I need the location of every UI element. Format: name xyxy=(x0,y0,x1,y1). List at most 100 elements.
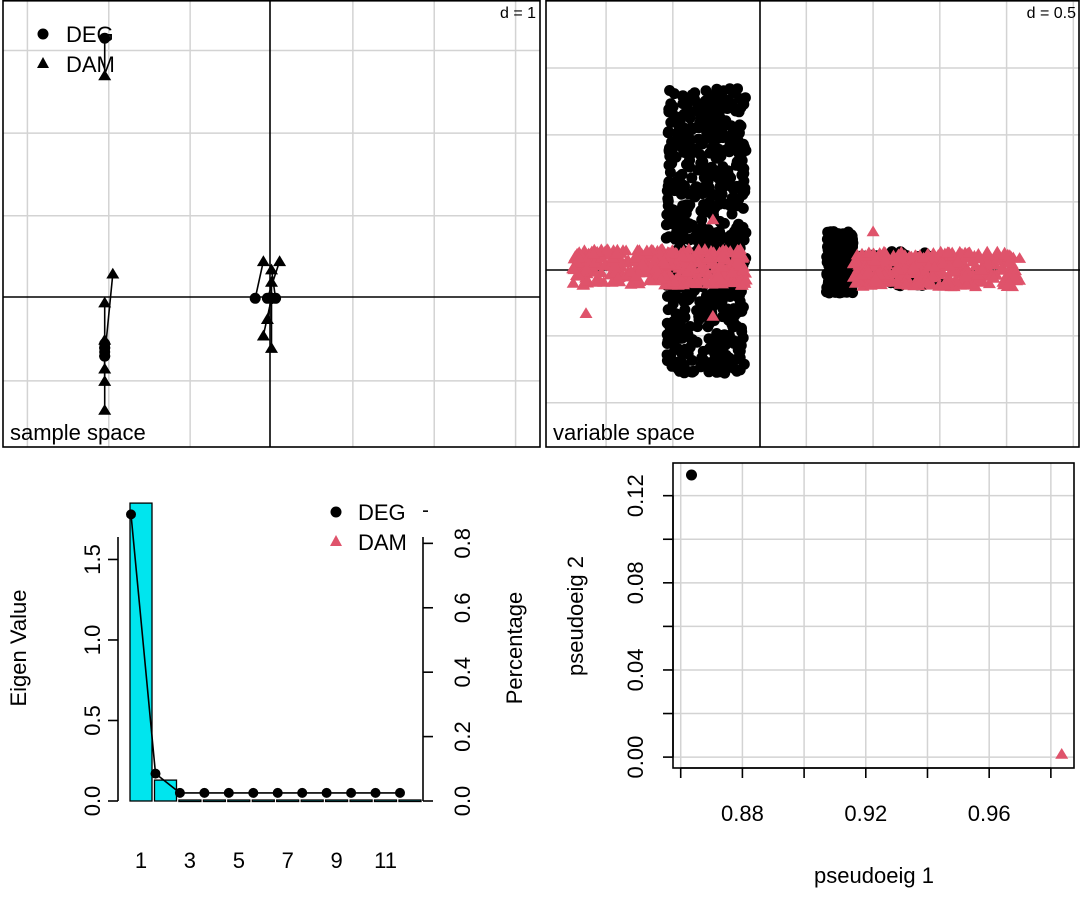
sample-dam-point xyxy=(256,255,270,267)
variable-deg-point xyxy=(663,126,674,138)
variable-dam-point xyxy=(578,274,592,286)
variable-dam-point xyxy=(951,255,965,267)
variable-dam-point xyxy=(739,273,753,285)
variable-deg-point xyxy=(703,196,715,208)
variable-deg-point xyxy=(693,107,705,118)
variable-dam-point xyxy=(965,255,979,267)
variable-deg-point xyxy=(725,120,737,132)
variable-deg-point xyxy=(714,216,726,228)
variable-dam-point xyxy=(624,265,638,276)
variable-deg-point xyxy=(664,142,675,154)
eigen-bar xyxy=(227,799,251,803)
variable-dam-point xyxy=(648,253,662,265)
variable-deg-point xyxy=(836,243,848,255)
legend-dam-marker xyxy=(37,57,49,68)
eigen-bar xyxy=(178,799,202,803)
variable-dam-point xyxy=(907,260,921,272)
variable-dam-point xyxy=(706,309,720,321)
eigen-legend-deg-label: DEG xyxy=(358,500,406,525)
eigen-y-tick-label: 0.0 xyxy=(80,786,105,817)
variable-dam-point xyxy=(899,278,913,289)
variable-dam-point xyxy=(653,247,667,258)
variable-deg-point xyxy=(704,123,716,135)
variable-deg-point xyxy=(830,285,842,296)
variable-deg-point xyxy=(696,214,708,226)
variable-dam-point xyxy=(862,265,875,276)
variable-deg-point xyxy=(738,98,750,110)
variable-deg-point xyxy=(661,209,673,221)
variable-deg-point xyxy=(704,112,716,123)
variable-deg-point xyxy=(675,292,687,304)
variable-deg-point xyxy=(710,152,722,164)
variable-deg-point xyxy=(668,88,680,100)
variable-dam-point xyxy=(972,252,986,264)
variable-dam-point xyxy=(891,262,905,274)
variable-deg-point xyxy=(726,208,738,220)
variable-dam-point xyxy=(572,246,586,258)
variable-dam-point xyxy=(566,276,580,288)
variable-dam-point xyxy=(684,260,698,272)
variable-deg-point xyxy=(691,229,703,241)
variable-space-label: variable space xyxy=(553,420,695,445)
variable-deg-point xyxy=(706,288,718,299)
pseudoeig-x-tick-label: 0.96 xyxy=(968,801,1011,826)
eigen-x-tick-label: 7 xyxy=(282,848,294,873)
variable-deg-point xyxy=(711,328,723,339)
variable-dam-point xyxy=(998,246,1012,258)
variable-frame xyxy=(545,0,1080,448)
eigen-point xyxy=(126,509,136,520)
sample-deg-point xyxy=(99,350,111,362)
sample-scale-label: d = 1 xyxy=(500,5,536,22)
variable-dam-point xyxy=(926,270,940,282)
variable-deg-point xyxy=(665,98,677,110)
variable-deg-point xyxy=(826,268,838,280)
variable-deg-point xyxy=(709,348,721,360)
variable-deg-point xyxy=(703,181,715,193)
eigen-bar xyxy=(202,799,227,803)
variable-dam-point xyxy=(589,275,603,287)
eigen-legend-dam-marker xyxy=(330,535,342,546)
sample-deg-point xyxy=(266,292,277,304)
eigen-point xyxy=(223,787,234,798)
variable-deg-point xyxy=(663,218,674,230)
eigenvalue-panel: 0.0 0.5 1.0 1.5 0.0 0.2 0.4 0.6 0.8 1 3 5 7 9 11 Eig… xyxy=(6,500,527,873)
variable-dam-point xyxy=(588,256,602,268)
variable-deg-point xyxy=(735,120,747,132)
variable-dam-point xyxy=(725,266,739,277)
variable-deg-point xyxy=(670,308,682,320)
variable-dam-point xyxy=(672,269,686,280)
variable-dam-point xyxy=(1002,256,1016,268)
eigen-point xyxy=(272,787,283,798)
variable-dam-point xyxy=(643,273,657,284)
variable-deg-point xyxy=(822,226,834,238)
variable-deg-point xyxy=(730,105,742,117)
variable-deg-point xyxy=(723,314,734,326)
variable-dam-point xyxy=(987,272,1001,283)
variable-dam-point xyxy=(921,276,935,288)
sample-dam-point xyxy=(256,329,270,341)
sample-dam-point xyxy=(273,255,287,267)
variable-deg-point xyxy=(663,231,675,243)
eigen-point xyxy=(174,787,185,798)
variable-deg-point xyxy=(714,296,726,308)
variable-deg-point xyxy=(727,87,739,99)
variable-dam-point xyxy=(680,265,694,277)
variable-dam-point xyxy=(878,246,892,258)
legend-deg-label: DEG xyxy=(66,22,114,47)
pseudoeig-y-tick-label: 0.08 xyxy=(623,561,648,604)
variable-deg-point xyxy=(717,161,729,173)
eigen-bar xyxy=(251,799,275,803)
variable-deg-point xyxy=(684,161,696,173)
percentage-y-tick-label: 0.8 xyxy=(450,528,475,559)
variable-deg-point xyxy=(664,351,676,363)
sample-dam-point xyxy=(98,69,112,81)
variable-deg-point xyxy=(687,219,698,231)
variable-deg-point xyxy=(840,285,852,297)
sample-dam-point xyxy=(98,296,112,308)
sample-dam-point xyxy=(98,362,112,374)
variable-deg-point xyxy=(684,146,696,157)
variable-deg-point xyxy=(718,181,730,193)
pseudoeig-y-tick-label: 0.00 xyxy=(623,736,648,779)
eigen-point xyxy=(346,787,357,798)
variable-deg-point xyxy=(734,345,746,357)
